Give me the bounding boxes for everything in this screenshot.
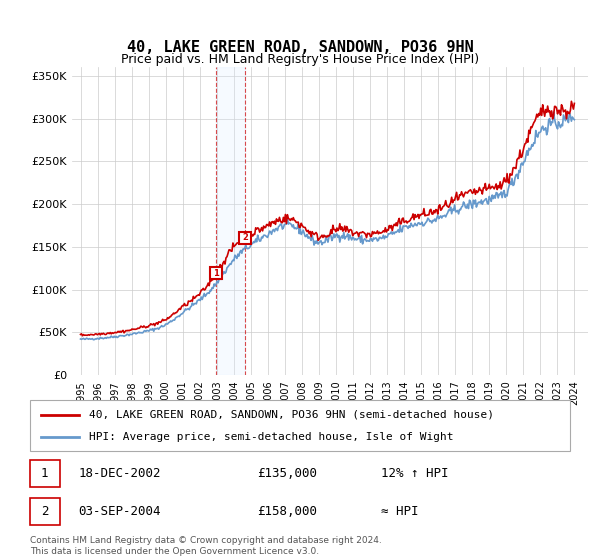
Text: 40, LAKE GREEN ROAD, SANDOWN, PO36 9HN: 40, LAKE GREEN ROAD, SANDOWN, PO36 9HN	[127, 40, 473, 55]
Text: Price paid vs. HM Land Registry's House Price Index (HPI): Price paid vs. HM Land Registry's House …	[121, 53, 479, 67]
Text: £135,000: £135,000	[257, 466, 317, 480]
Text: 2: 2	[242, 234, 248, 242]
Text: 18-DEC-2002: 18-DEC-2002	[79, 466, 161, 480]
Text: 40, LAKE GREEN ROAD, SANDOWN, PO36 9HN (semi-detached house): 40, LAKE GREEN ROAD, SANDOWN, PO36 9HN (…	[89, 409, 494, 419]
FancyBboxPatch shape	[30, 498, 60, 525]
Text: 12% ↑ HPI: 12% ↑ HPI	[381, 466, 449, 480]
Bar	[216, 67, 245, 375]
Text: 03-SEP-2004: 03-SEP-2004	[79, 505, 161, 518]
Text: ≈ HPI: ≈ HPI	[381, 505, 419, 518]
Text: 1: 1	[41, 466, 49, 480]
Text: 1: 1	[213, 269, 219, 278]
FancyBboxPatch shape	[30, 400, 570, 451]
FancyBboxPatch shape	[30, 460, 60, 487]
Text: £158,000: £158,000	[257, 505, 317, 518]
Text: Contains HM Land Registry data © Crown copyright and database right 2024.
This d: Contains HM Land Registry data © Crown c…	[30, 536, 382, 556]
Text: 2: 2	[41, 505, 49, 518]
Text: HPI: Average price, semi-detached house, Isle of Wight: HPI: Average price, semi-detached house,…	[89, 432, 454, 442]
